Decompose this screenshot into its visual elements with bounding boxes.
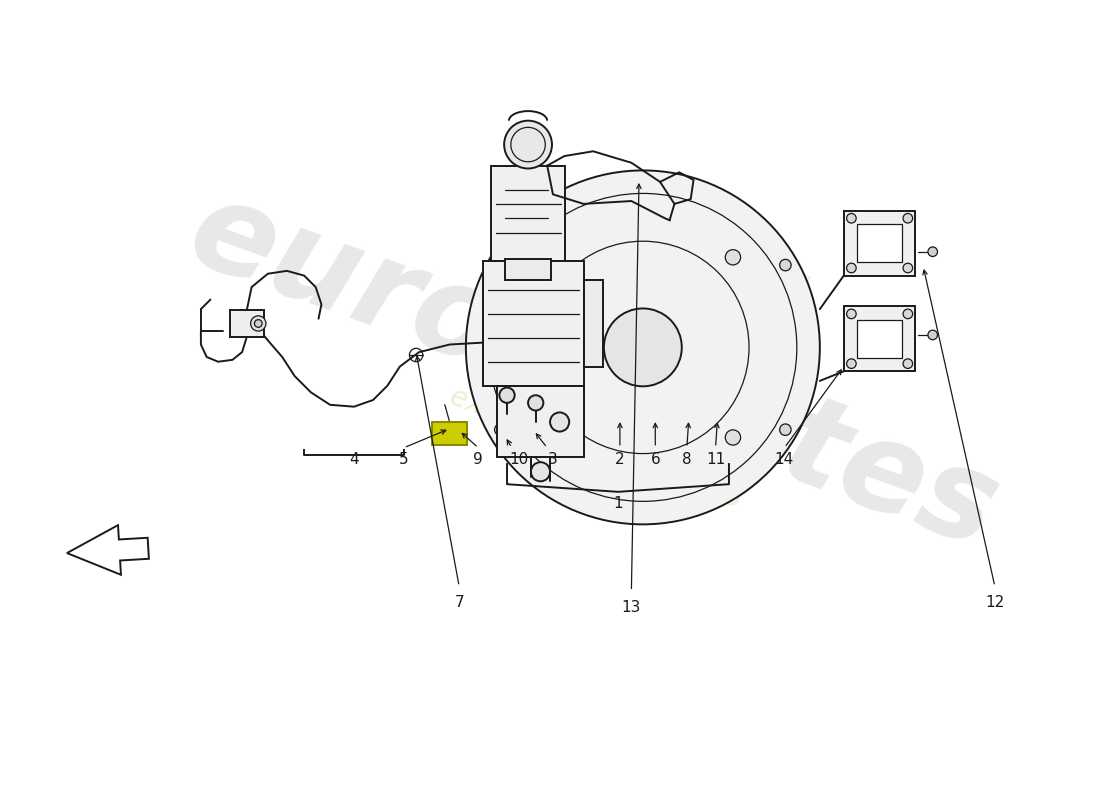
Text: 4: 4 [349,452,359,467]
Circle shape [780,424,791,435]
Circle shape [550,413,569,431]
Circle shape [251,316,266,331]
Circle shape [725,430,740,445]
Circle shape [499,387,515,403]
Text: 8: 8 [682,452,692,467]
Text: 1985: 1985 [562,196,815,355]
Circle shape [254,320,262,327]
Text: 6: 6 [650,452,660,467]
Circle shape [604,309,682,386]
Text: 10: 10 [509,452,528,467]
Text: 14: 14 [774,452,794,467]
Circle shape [495,424,506,435]
Bar [583,281,603,366]
Bar [483,262,583,386]
Circle shape [528,395,543,410]
Circle shape [847,214,856,223]
Circle shape [504,121,552,169]
Bar [857,224,902,262]
Text: 3: 3 [548,452,558,467]
Circle shape [847,359,856,369]
Bar [432,422,466,445]
Bar [844,306,915,371]
Text: 12: 12 [986,595,1004,610]
Text: 11: 11 [706,452,725,467]
Text: a passion for
excellence since 1985: a passion for excellence since 1985 [446,343,760,514]
Circle shape [847,309,856,318]
Circle shape [546,430,560,445]
Text: 1: 1 [613,496,623,511]
Circle shape [725,250,740,265]
Bar [505,259,551,281]
Circle shape [531,462,550,482]
FancyArrow shape [67,525,148,574]
Text: 13: 13 [621,600,641,615]
Bar [230,310,264,337]
Circle shape [466,170,820,524]
Circle shape [903,263,913,273]
Circle shape [903,214,913,223]
Bar [497,386,583,458]
Circle shape [928,330,937,340]
Circle shape [903,309,913,318]
Bar [857,320,902,358]
Text: 2: 2 [615,452,625,467]
Text: 5: 5 [399,452,408,467]
Bar [491,166,565,262]
Circle shape [495,259,506,271]
Circle shape [780,259,791,271]
Circle shape [928,247,937,257]
Circle shape [847,263,856,273]
Circle shape [903,359,913,369]
Text: 7: 7 [454,595,464,610]
Text: 9: 9 [473,452,483,467]
Circle shape [546,250,560,265]
Bar [844,210,915,276]
Text: eurospartes: eurospartes [173,169,1013,574]
